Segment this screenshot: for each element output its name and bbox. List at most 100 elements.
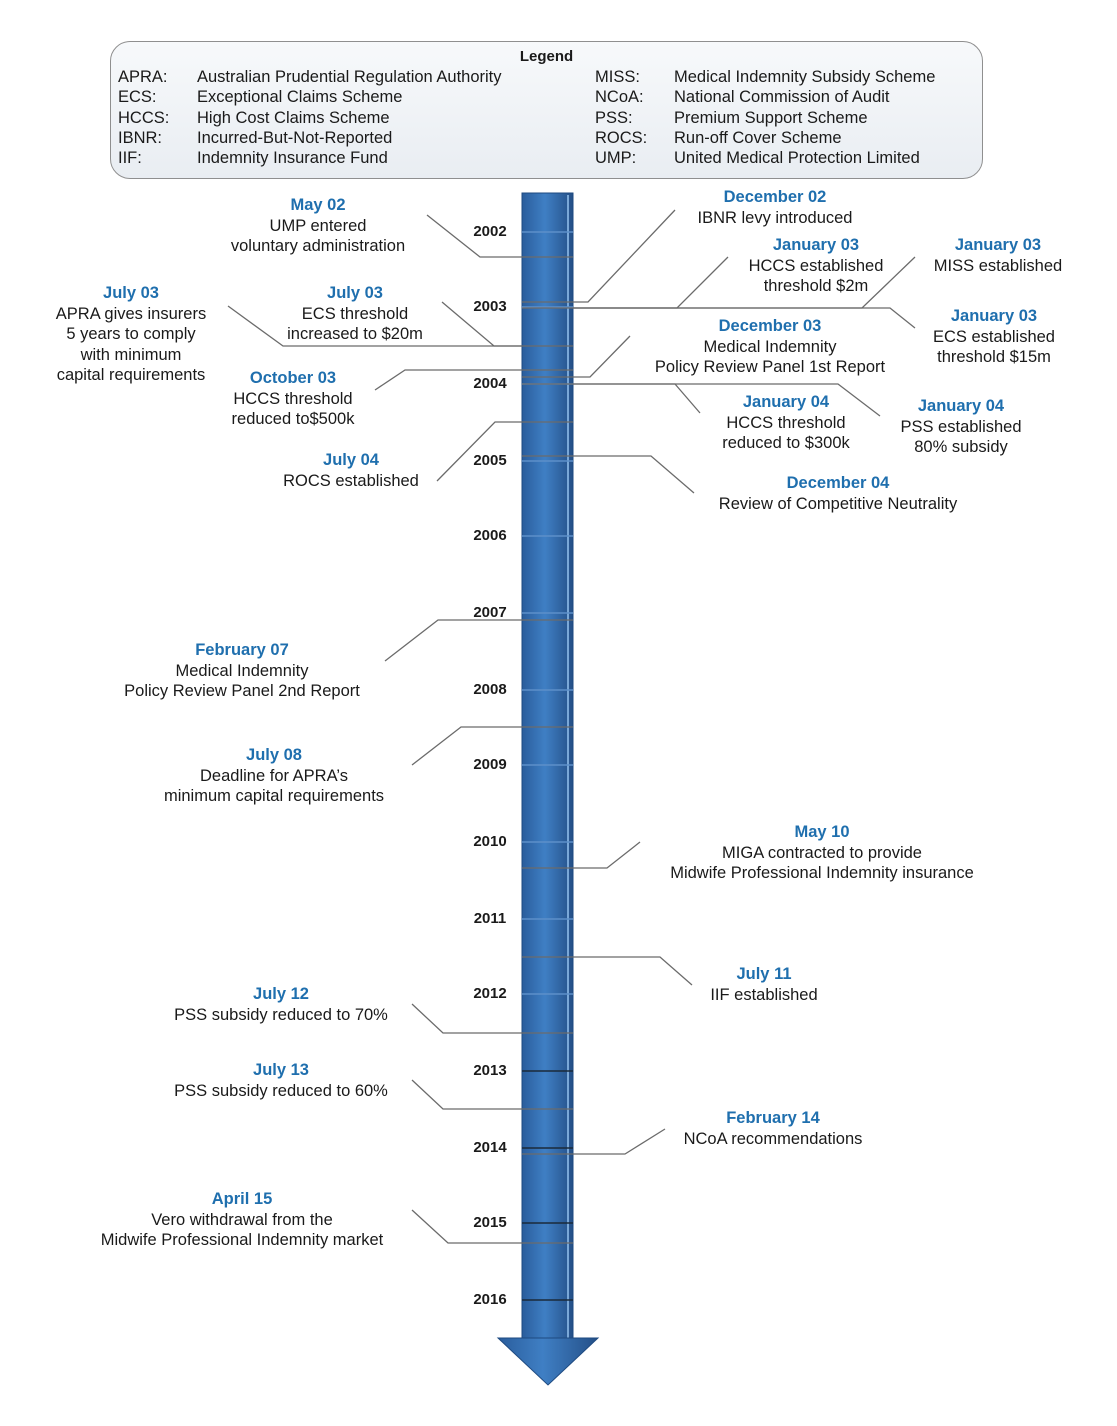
timeline-event: July 03 ECS threshold increased to $20m: [105, 283, 605, 345]
legend-abbr: HCCS:: [118, 108, 170, 127]
event-date: July 04: [323, 451, 379, 469]
year-label: 2008: [473, 681, 507, 698]
event-date: July 03: [103, 284, 159, 302]
year-label: 2015: [473, 1214, 507, 1231]
year-label: 2005: [473, 452, 507, 469]
event-connector: [411, 726, 573, 766]
legend-definition: Exceptional Claims Scheme: [197, 88, 403, 107]
timeline-event: July 12 PSS subsidy reduced to 70%: [31, 984, 531, 1025]
event-date: October 03: [249, 369, 337, 387]
legend-definition: High Cost Claims Scheme: [197, 108, 390, 127]
event-connector: [522, 209, 676, 303]
timeline-event: February 07 Medical Indemnity Policy Revi…: [0, 640, 492, 702]
timeline-event: May 02 UMP entered voluntary administrati…: [68, 195, 568, 257]
event-description: Medical Indemnity Policy Review Panel 2n…: [124, 661, 360, 701]
event-description: PSS subsidy reduced to 70%: [174, 1005, 388, 1024]
event-description: IBNR levy introduced: [697, 208, 853, 227]
event-date: January 04: [917, 397, 1005, 415]
event-description: HCCS threshold reduced to $300k: [722, 413, 850, 453]
legend-abbr: MISS:: [595, 68, 640, 86]
year-label: 2009: [473, 756, 507, 773]
year-label: 2003: [473, 298, 507, 315]
legend-definition: Indemnity Insurance Fund: [197, 149, 388, 168]
event-connector: [573, 307, 916, 329]
event-description: Review of Competitive Neutrality: [718, 494, 958, 513]
legend-abbr: ROCS:: [595, 128, 648, 147]
event-connector: [384, 619, 573, 662]
timeline-event: July 13 PSS subsidy reduced to 60%: [31, 1060, 531, 1101]
event-date: December 04: [786, 474, 890, 492]
year-label: 2006: [473, 527, 507, 544]
event-connector: [441, 301, 573, 347]
year-label: 2011: [473, 910, 507, 927]
event-date: April 15: [211, 1190, 273, 1208]
event-description: PSS subsidy reduced to 60%: [174, 1081, 388, 1100]
year-label: 2014: [473, 1139, 507, 1156]
legend-definition: Premium Support Scheme: [674, 108, 868, 127]
year-label: 2007: [473, 604, 507, 621]
timeline-event: July 04 ROCS established: [101, 450, 601, 491]
legend-definition: National Commission of Audit: [674, 88, 890, 107]
event-connector: [411, 1003, 573, 1034]
event-description: ECS threshold increased to $20m: [287, 304, 423, 344]
event-connector: [374, 369, 573, 391]
event-description: UMP entered voluntary administration: [230, 216, 406, 256]
event-date: July 03: [327, 284, 383, 302]
event-connector: [411, 1209, 573, 1244]
timeline-event: July 08 Deadline for APRA’s minimum capit…: [24, 745, 524, 807]
year-label: 2016: [473, 1291, 507, 1308]
event-date: December 03: [718, 317, 822, 335]
legend-definition: Medical Indemnity Subsidy Scheme: [674, 68, 936, 86]
legend-definition: Australian Prudential Regulation Authori…: [197, 68, 502, 86]
legend-abbr: IBNR:: [118, 128, 163, 147]
timeline-event: July 11 IIF established: [514, 964, 1014, 1005]
event-date: May 02: [290, 196, 346, 214]
legend-abbr: NCoA:: [595, 88, 644, 107]
event-connector: [522, 956, 693, 986]
event-date: July 12: [253, 985, 309, 1003]
legend-abbr: PSS:: [595, 108, 633, 127]
event-date: July 08: [246, 746, 302, 764]
year-label: 2002: [473, 223, 507, 240]
event-date: January 03: [950, 307, 1038, 325]
legend-abbr: UMP:: [595, 149, 637, 168]
event-connector: [227, 305, 522, 347]
timeline-event: May 10 MIGA contracted to provide Midwife…: [572, 822, 1072, 884]
event-description: MISS established: [933, 256, 1063, 275]
event-date: December 02: [723, 188, 827, 206]
event-description: Medical Indemnity Policy Review Panel 1s…: [654, 337, 886, 377]
event-connector: [573, 383, 881, 417]
event-description: APRA gives insurers 5 years to comply wi…: [55, 304, 207, 385]
event-date: July 13: [253, 1061, 309, 1079]
year-label: 2013: [473, 1062, 507, 1079]
event-connector: [522, 841, 641, 869]
timeline-event: January 03 ECS established threshold $15m: [744, 306, 1117, 368]
event-description: NCoA recommendations: [683, 1129, 863, 1148]
legend-definition: Incurred-But-Not-Reported: [197, 128, 393, 147]
legend-box: Legend APRA: Australian Prudential Regula…: [110, 41, 983, 179]
event-date: January 03: [772, 236, 860, 254]
event-connector: [522, 335, 631, 378]
event-date: January 03: [954, 236, 1042, 254]
event-description: Vero withdrawal from the Midwife Profess…: [100, 1210, 384, 1250]
event-description: PSS established 80% subsidy: [900, 417, 1022, 457]
legend-abbr: IIF:: [118, 149, 142, 168]
event-connector: [426, 214, 573, 258]
legend-abbr: ECS:: [118, 88, 157, 107]
event-connector: [522, 455, 695, 494]
event-date: February 14: [726, 1109, 820, 1127]
timeline-event: January 04 HCCS threshold reduced to $300…: [536, 392, 1036, 454]
year-label: 2010: [473, 833, 507, 850]
legend-title: Legend: [519, 48, 574, 65]
year-label: 2004: [473, 375, 507, 392]
timeline-event: December 02 IBNR levy introduced: [525, 187, 1025, 228]
event-description: ROCS established: [283, 471, 419, 490]
event-description: MIGA contracted to provide Midwife Profe…: [670, 843, 974, 883]
event-description: HCCS established threshold $2m: [748, 256, 884, 296]
event-date: July 11: [736, 965, 792, 983]
event-connector: [436, 421, 573, 482]
timeline-event: April 15 Vero withdrawal from the Midwife…: [0, 1189, 492, 1251]
timeline-event: October 03 HCCS threshold reduced to$500k: [43, 368, 543, 430]
event-date: May 10: [794, 823, 850, 841]
